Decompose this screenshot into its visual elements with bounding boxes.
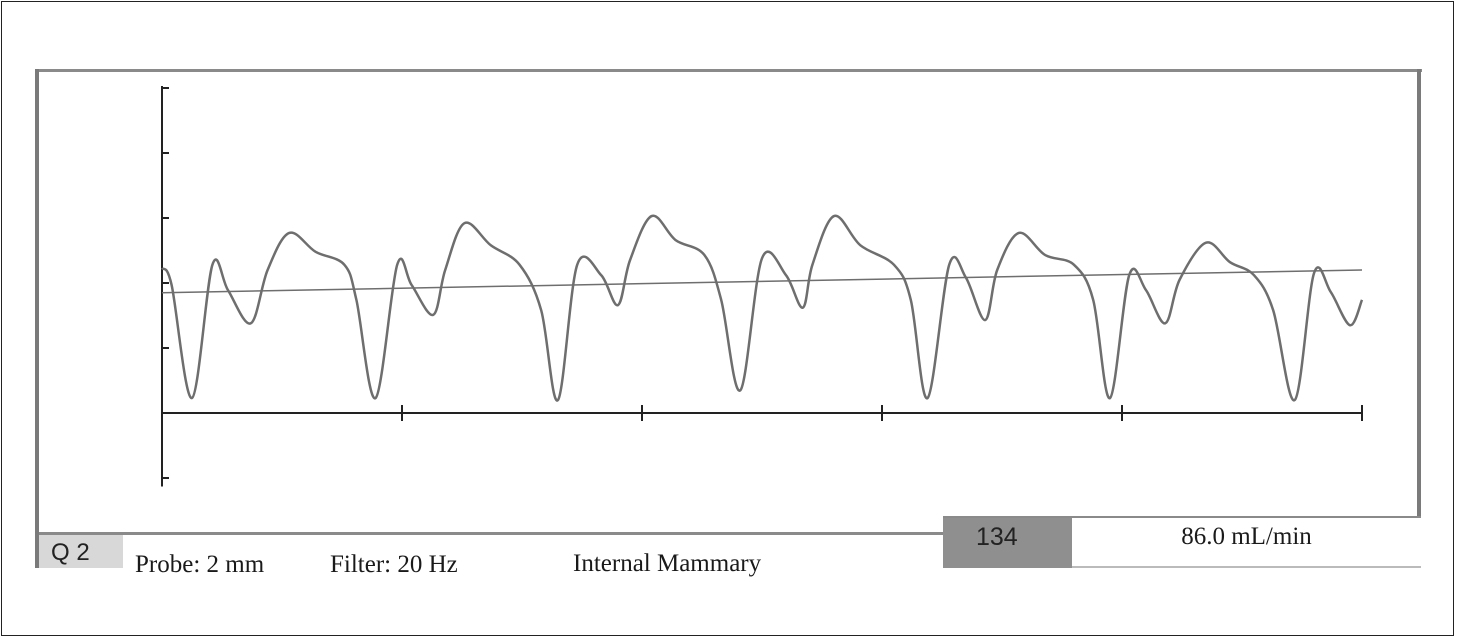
flow-readout: 86.0 mL/min [1072, 518, 1421, 568]
frame-bottom-border [39, 532, 943, 535]
probe-label: Probe: 2 mm [135, 550, 264, 579]
frame-right-border [1417, 69, 1421, 521]
frame-left-border [35, 69, 39, 568]
channel-label: Q 2 [39, 535, 123, 568]
vessel-label: Internal Mammary [573, 550, 762, 577]
mean-flow-line [161, 269, 1363, 294]
readout-top-border [943, 516, 1421, 518]
probe-text: Probe: 2 mm [135, 551, 265, 578]
flow-waveform [160, 214, 1364, 402]
filter-label: Filter: 20 Hz [330, 550, 458, 579]
rate-readout: 134 [943, 518, 1072, 568]
filter-text: Filter: 20 Hz [330, 551, 458, 578]
frame-top-border [35, 69, 1422, 72]
